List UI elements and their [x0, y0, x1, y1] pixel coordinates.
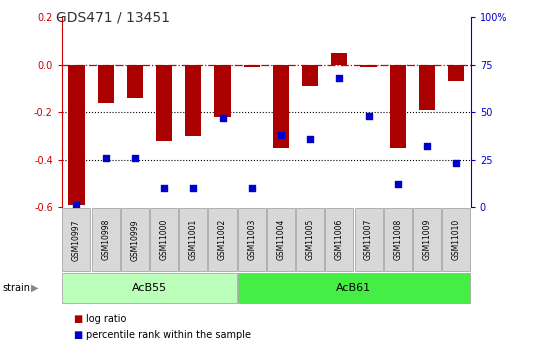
Bar [273, 65, 289, 148]
Text: GSM11010: GSM11010 [451, 219, 461, 260]
Bar [127, 65, 143, 98]
Text: percentile rank within the sample: percentile rank within the sample [86, 330, 251, 339]
Text: GSM11008: GSM11008 [393, 219, 402, 260]
Bar [91, 208, 119, 271]
Text: GSM11009: GSM11009 [422, 219, 431, 260]
Bar [179, 208, 207, 271]
Bar [121, 208, 149, 271]
Text: log ratio: log ratio [86, 314, 126, 324]
Text: AcB61: AcB61 [336, 283, 372, 293]
Text: GSM10999: GSM10999 [130, 219, 139, 260]
Bar [442, 208, 470, 271]
Text: GSM11000: GSM11000 [160, 219, 168, 260]
Point [306, 136, 314, 141]
Bar [238, 273, 470, 303]
Point [218, 115, 227, 121]
Point [72, 202, 81, 208]
Bar [238, 208, 266, 271]
Text: GSM10998: GSM10998 [101, 219, 110, 260]
Text: GSM11007: GSM11007 [364, 219, 373, 260]
Text: GSM11005: GSM11005 [306, 219, 315, 260]
Text: AcB55: AcB55 [132, 283, 167, 293]
Bar [325, 208, 353, 271]
Point [160, 185, 168, 191]
Text: ■: ■ [73, 330, 82, 339]
Bar [185, 65, 201, 136]
Bar [62, 273, 237, 303]
Bar [355, 208, 383, 271]
Text: GSM11003: GSM11003 [247, 219, 256, 260]
Text: GSM11002: GSM11002 [218, 219, 227, 260]
Bar [390, 65, 406, 148]
Bar [156, 65, 172, 141]
Text: GDS471 / 13451: GDS471 / 13451 [56, 10, 171, 24]
Point [393, 181, 402, 187]
Bar [296, 208, 324, 271]
Point [452, 160, 461, 166]
Bar [419, 65, 435, 110]
Text: GSM11001: GSM11001 [189, 219, 198, 260]
Point [131, 155, 139, 160]
Bar [215, 65, 230, 117]
Bar [360, 65, 377, 67]
Text: strain: strain [3, 283, 31, 293]
Bar [150, 208, 178, 271]
Bar [244, 65, 260, 67]
Point [189, 185, 197, 191]
Point [247, 185, 256, 191]
Point [423, 144, 431, 149]
Bar [384, 208, 412, 271]
Bar [98, 65, 114, 103]
Point [277, 132, 285, 138]
Text: ▶: ▶ [31, 283, 39, 293]
Bar [209, 208, 237, 271]
Bar [302, 65, 318, 86]
Text: GSM11006: GSM11006 [335, 219, 344, 260]
Bar [62, 208, 90, 271]
Point [364, 113, 373, 119]
Text: ■: ■ [73, 314, 82, 324]
Bar [68, 65, 84, 205]
Bar [413, 208, 441, 271]
Text: GSM10997: GSM10997 [72, 219, 81, 260]
Point [101, 155, 110, 160]
Point [335, 75, 344, 81]
Bar [331, 53, 348, 65]
Text: GSM11004: GSM11004 [277, 219, 286, 260]
Bar [448, 65, 464, 81]
Bar [267, 208, 295, 271]
